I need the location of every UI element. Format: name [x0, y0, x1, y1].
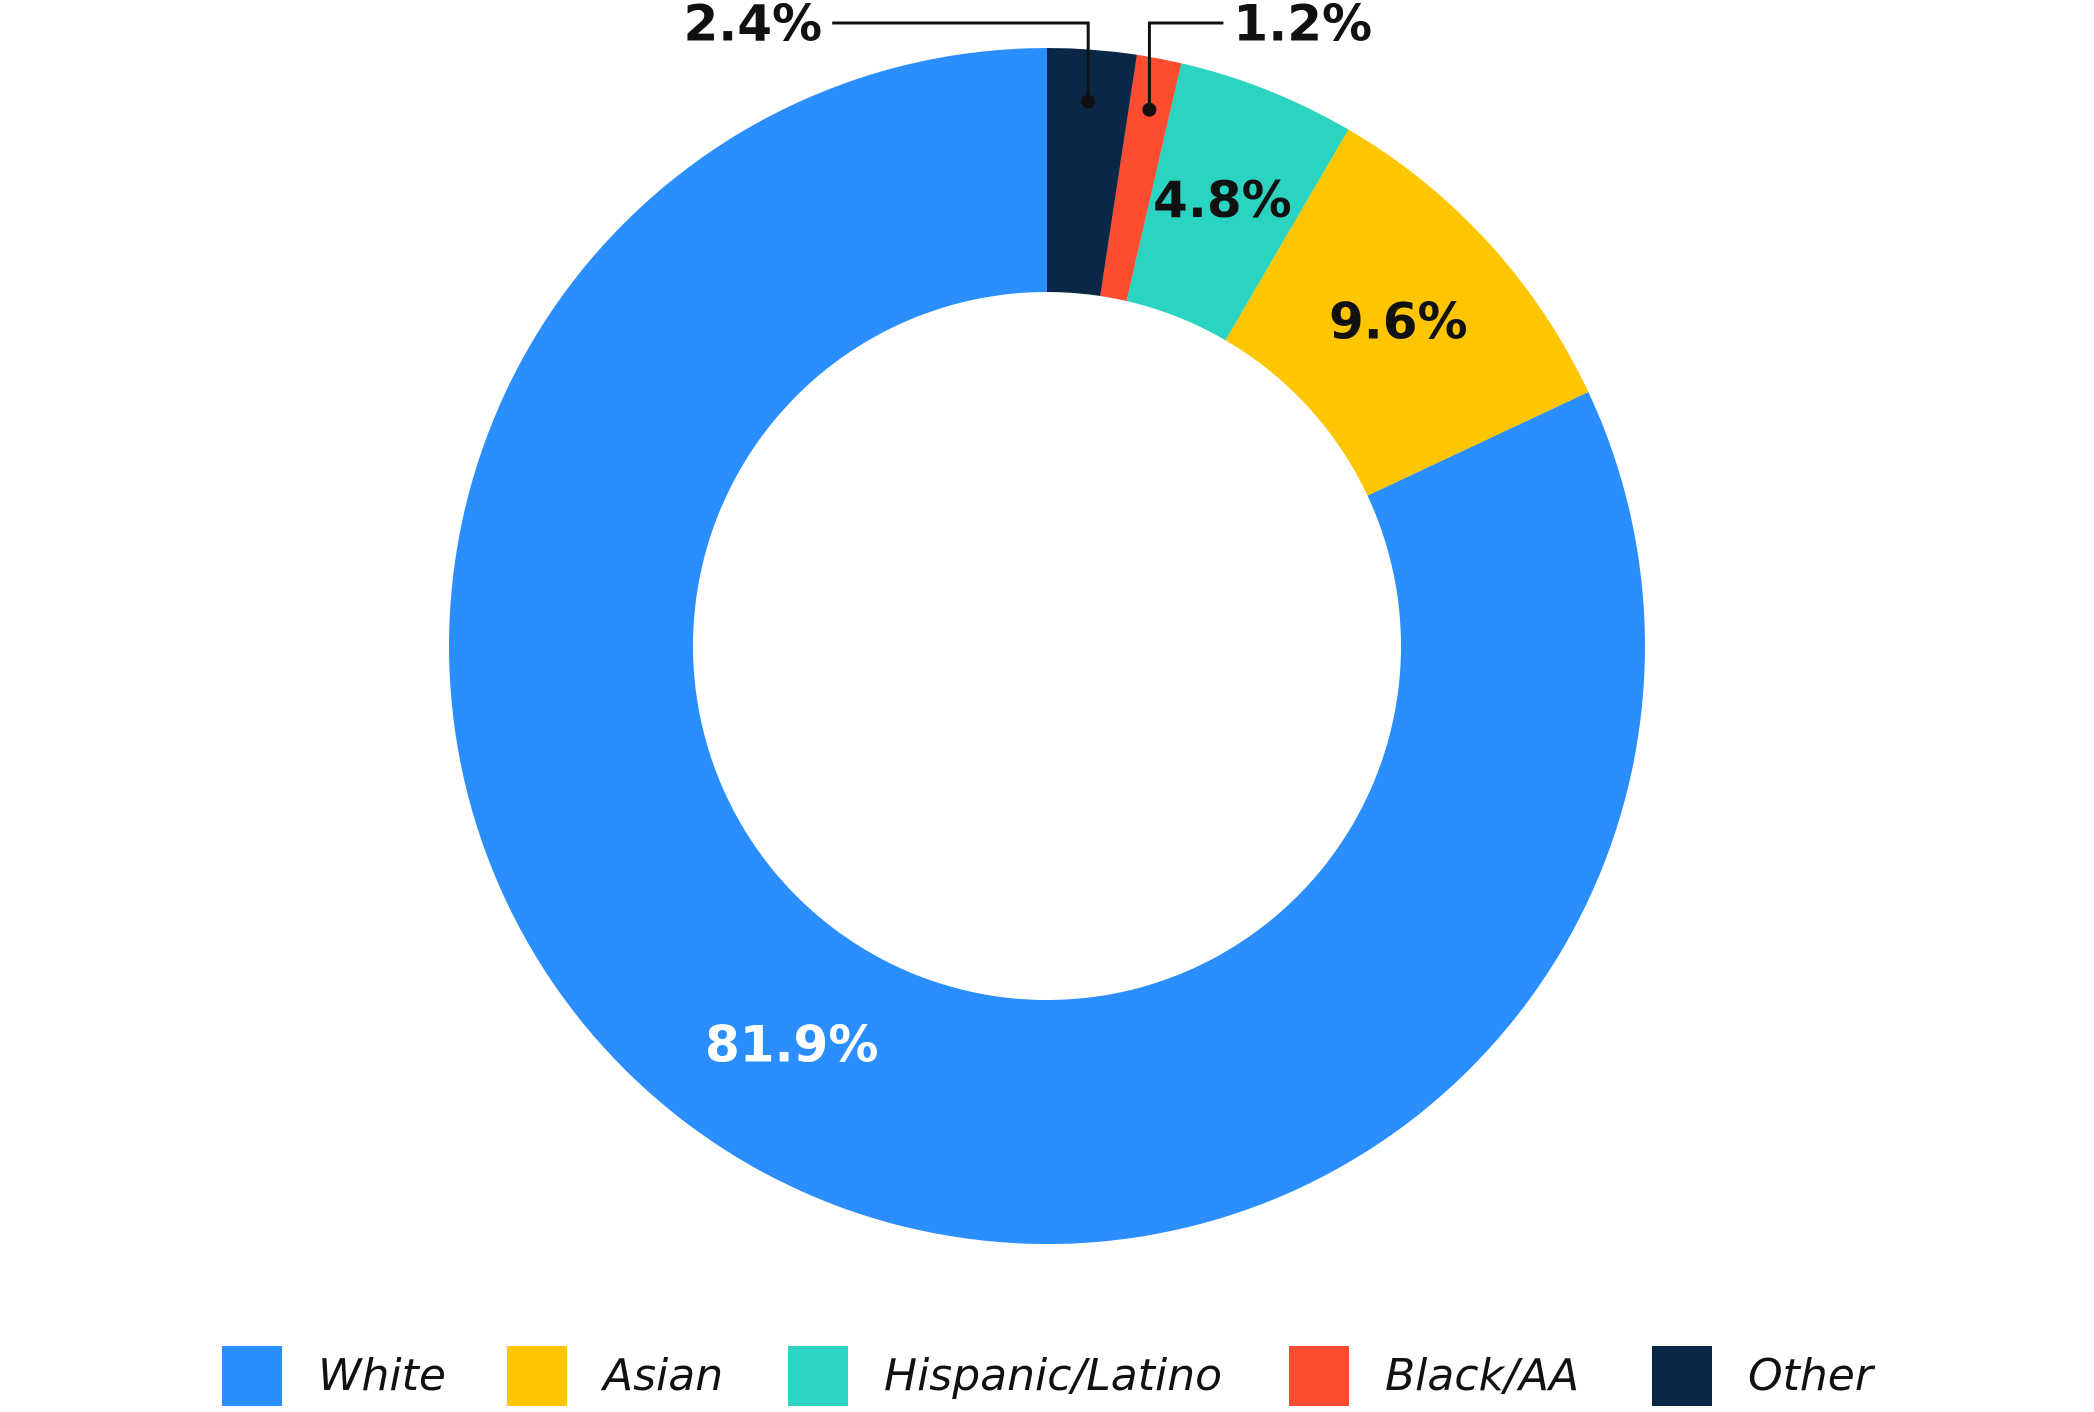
legend-label: Asian — [600, 1350, 723, 1401]
slice — [448, 48, 1645, 1245]
legend-label: Other — [1748, 1350, 1876, 1401]
legend-swatch — [1652, 1346, 1712, 1406]
slice — [1225, 129, 1589, 496]
legend-swatch — [1289, 1346, 1349, 1406]
value-label: 2.4% — [683, 0, 822, 53]
slice — [1126, 63, 1349, 341]
legend-swatch — [788, 1346, 848, 1406]
value-label: 9.6% — [1329, 292, 1468, 350]
legend-label: Hispanic/Latino — [884, 1350, 1222, 1401]
legend-swatch — [507, 1346, 567, 1406]
legend-label: Black/AA — [1385, 1350, 1579, 1401]
legend-label: White — [318, 1350, 446, 1401]
value-label: 4.8% — [1153, 171, 1292, 229]
legend-swatch — [222, 1346, 282, 1406]
slice — [1047, 48, 1137, 297]
leader-line — [832, 21, 1090, 102]
slice — [1100, 54, 1182, 302]
value-label: 81.9% — [705, 1015, 878, 1073]
value-label: 1.2% — [1233, 0, 1372, 53]
leader-line — [1147, 21, 1224, 110]
